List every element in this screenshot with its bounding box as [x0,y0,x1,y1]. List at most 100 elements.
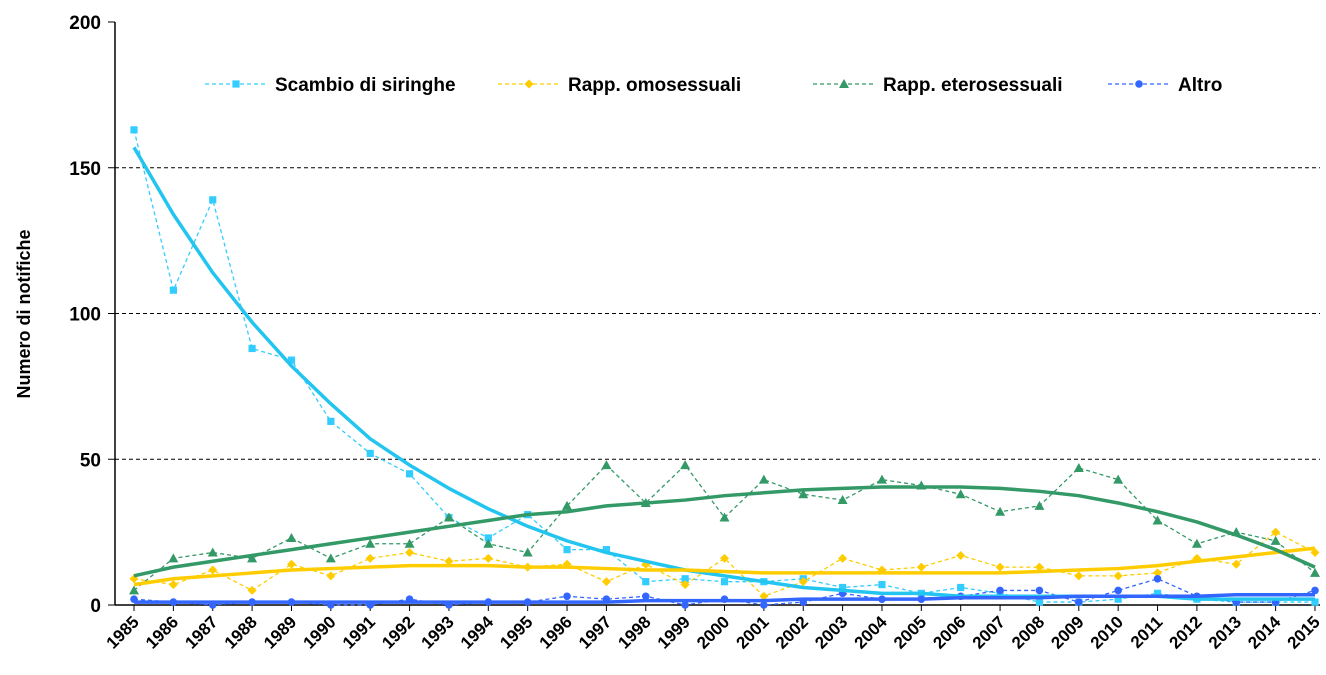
data-point [681,601,689,609]
x-tick-label: 1991 [339,612,379,652]
x-tick-label: 1985 [103,612,143,652]
legend-item: Rapp. eterosessuali [813,75,1063,96]
data-point [1073,462,1084,472]
data-point [286,559,296,569]
x-tick-label: 2004 [851,612,892,653]
x-tick-label: 2009 [1047,612,1087,652]
data-point [1074,571,1084,581]
data-point [642,578,650,586]
data-point [562,500,573,510]
x-tick-label: 1987 [181,612,221,652]
data-point [681,575,689,583]
data-point [1310,567,1320,577]
data-point [720,553,729,563]
data-point [720,578,729,586]
series-line [133,129,1315,603]
x-tick-label: 2014 [1244,612,1285,653]
legend-label: Rapp. omosessuali [568,75,741,96]
data-point [169,286,177,294]
legend-label: Scambio di siringhe [275,75,456,96]
data-point [1311,586,1319,595]
data-point [365,538,376,548]
x-tick-label: 1988 [221,612,261,652]
data-point [522,547,533,557]
data-point [327,417,335,425]
data-point [1035,598,1044,606]
x-tick-label: 1998 [614,612,654,652]
y-tick-label: 0 [90,596,101,617]
x-tick-label: 2011 [1127,612,1167,652]
data-point [956,550,966,560]
data-point [995,562,1005,572]
x-tick-label: 1997 [575,612,615,652]
x-tick-label: 1994 [457,612,498,653]
series-line [133,531,1316,598]
data-point [1271,527,1281,537]
data-point [1034,500,1045,510]
y-tick-label: 150 [69,159,101,180]
data-point [247,585,257,595]
x-tick-label: 2006 [929,612,969,652]
data-point [444,556,454,566]
data-point [601,460,612,470]
data-point [878,580,886,589]
data-point [957,583,965,592]
data-point [1153,574,1162,583]
legend-marker [1135,80,1143,88]
x-tick-label: 2010 [1087,612,1127,652]
data-point [680,580,690,590]
data-point [798,489,809,499]
data-point [1075,598,1083,606]
data-point [483,553,493,563]
data-point [443,512,454,522]
x-tick-label: 2012 [1166,612,1206,652]
x-tick-label: 2005 [890,612,930,652]
y-tick-label: 50 [80,450,101,471]
data-point [286,532,297,542]
data-point [168,553,179,563]
data-point [996,586,1004,595]
y-axis-label: Numero di notifiche [14,229,34,398]
legend-item: Scambio di siringhe [205,75,456,96]
x-tick-label: 1999 [654,612,694,652]
data-point [1153,589,1162,597]
data-point [1231,559,1241,569]
x-tick-label: 2002 [772,612,812,652]
data-point [1311,598,1319,606]
data-point [760,601,768,609]
x-tick-label: 1989 [260,612,300,652]
data-point [404,538,415,548]
data-point [1113,474,1124,484]
data-point [287,356,296,364]
data-point [366,449,374,458]
x-tick-label: 2007 [969,612,1009,652]
data-point [168,580,178,590]
x-tick-label: 1993 [418,612,458,652]
x-tick-label: 2003 [811,612,851,652]
data-point [995,506,1006,516]
legend-label: Rapp. eterosessuali [883,75,1063,96]
legend-item: Rapp. omosessuali [498,75,741,96]
data-point [916,562,926,572]
x-tick-label: 2008 [1008,612,1048,652]
data-point [1035,586,1044,595]
data-point [876,474,887,484]
legend-item: Altro [1108,75,1222,96]
data-point [325,553,336,563]
trend-line [133,546,1316,587]
data-point [326,571,336,581]
data-point [1153,568,1163,578]
x-tick-label: 2000 [693,612,733,652]
data-point [207,547,218,557]
data-point [602,546,610,554]
x-tick-label: 1996 [536,612,576,652]
data-point [209,196,217,204]
data-point [1114,595,1122,603]
data-point [837,495,848,505]
x-tick-label: 1992 [378,612,418,652]
x-tick-label: 2013 [1205,612,1245,652]
legend-marker [839,79,849,88]
x-tick-label: 1990 [299,612,339,652]
y-tick-label: 100 [69,305,101,326]
data-point [1310,548,1320,558]
